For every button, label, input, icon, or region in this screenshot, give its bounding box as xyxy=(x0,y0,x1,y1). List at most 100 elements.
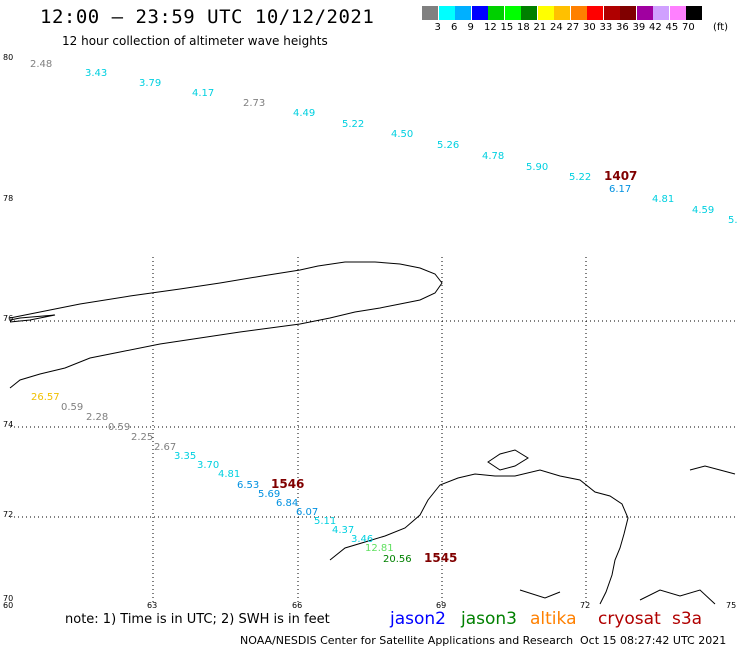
legend-swatch xyxy=(422,6,438,20)
satellite-altika: altika xyxy=(530,609,577,629)
coastline-islands xyxy=(487,449,529,471)
lat-label: 80 xyxy=(3,53,13,62)
track-time-label: 1546 xyxy=(271,477,304,491)
lon-label: 69 xyxy=(436,601,446,610)
wave-height-label: 5.26 xyxy=(437,140,459,151)
legend-label: 39 xyxy=(632,22,646,33)
coastline-gydan xyxy=(689,465,736,475)
legend-swatch xyxy=(653,6,669,20)
coastline xyxy=(9,261,736,605)
wave-height-label: 3.43 xyxy=(85,68,107,79)
satellite-cryosat: cryosat xyxy=(598,609,661,629)
legend-swatch xyxy=(455,6,471,20)
map-title: 12:00 – 23:59 UTC 10/12/2021 xyxy=(40,6,375,28)
wave-height-label: 5.22 xyxy=(569,172,591,183)
legend-swatch xyxy=(620,6,636,20)
legend-label: 3 xyxy=(434,22,441,33)
graticule xyxy=(10,257,735,605)
wave-height-label: 3.46 xyxy=(351,534,373,545)
wave-height-label: 3.35 xyxy=(174,451,196,462)
footer-timestamp: Oct 15 08:27:42 UTC 2021 xyxy=(580,634,727,647)
legend-label: 33 xyxy=(599,22,613,33)
legend-label: 24 xyxy=(550,22,563,33)
legend-label: 15 xyxy=(500,22,514,33)
track-time-label: 1545 xyxy=(424,551,457,565)
wave-height-label: 4.17 xyxy=(192,88,214,99)
map-subtitle: 12 hour collection of altimeter wave hei… xyxy=(62,34,328,48)
wave-height-label: 2.28 xyxy=(86,412,108,423)
note-text: note: 1) Time is in UTC; 2) SWH is in fe… xyxy=(65,612,330,627)
legend-swatch xyxy=(504,6,521,20)
legend-swatch xyxy=(537,6,554,20)
track-time-label: 1407 xyxy=(604,169,637,183)
legend-swatch xyxy=(488,6,504,20)
lon-label: 63 xyxy=(147,601,157,610)
lat-label: 76 xyxy=(3,314,13,323)
wave-height-label: 3.70 xyxy=(197,460,219,471)
wave-height-label: 2.73 xyxy=(243,98,265,109)
wave-height-label: 5.11 xyxy=(314,516,336,527)
legend-label: 42 xyxy=(649,22,662,33)
legend-swatch xyxy=(521,6,537,20)
wave-height-label: 5.22 xyxy=(342,119,364,130)
legend-swatch xyxy=(570,6,587,20)
coastline-novaya-zemlya-north xyxy=(9,261,443,389)
legend-label: 9 xyxy=(467,22,474,33)
legend-label: 27 xyxy=(566,22,580,33)
wave-height-label: 4.50 xyxy=(391,129,413,140)
wave-height-label: 4.59 xyxy=(692,205,714,216)
lat-label: 70 xyxy=(3,594,13,603)
wave-height-label: 6.07 xyxy=(296,507,318,518)
wave-height-label: 12.81 xyxy=(365,543,394,554)
legend-swatch xyxy=(603,6,620,20)
legend-swatch xyxy=(438,6,455,20)
legend-label: 18 xyxy=(517,22,530,33)
wave-height-label: 2.25 xyxy=(131,432,153,443)
wave-height-label: 2.67 xyxy=(154,442,176,453)
wave-height-labels: 2.48 3.43 3.79 4.17 2.73 4.49 5.22 4.50 5.26 4.78… xyxy=(30,59,738,565)
coastline-novaya-zemlya-south xyxy=(9,314,56,323)
lat-label: 78 xyxy=(3,194,13,203)
wave-height-label: 26.57 xyxy=(31,392,60,403)
wave-height-label: 6.17 xyxy=(609,184,631,195)
wave-height-label: 5.90 xyxy=(526,162,548,173)
legend-swatch xyxy=(669,6,686,20)
legend-label: 45 xyxy=(665,22,679,33)
legend-swatch xyxy=(587,6,603,20)
wave-height-label: 0.59 xyxy=(108,422,130,433)
wave-height-label: 6.84 xyxy=(276,498,298,509)
footer-credit: NOAA/NESDIS Center for Satellite Applica… xyxy=(240,634,574,647)
satellite-s3a: s3a xyxy=(672,609,703,629)
legend-label: 6 xyxy=(451,22,458,33)
wave-height-label: 20.56 xyxy=(383,554,412,565)
lon-label: 75 xyxy=(726,601,736,610)
lat-label: 72 xyxy=(3,510,13,519)
legend-swatch xyxy=(686,6,702,20)
map-frame xyxy=(1,56,740,605)
legend-label: 70 xyxy=(682,22,695,33)
legend-swatch xyxy=(636,6,653,20)
coastline-small-2 xyxy=(639,589,716,605)
lon-label: 72 xyxy=(580,601,590,610)
lon-label: 66 xyxy=(292,601,302,610)
satellite-jason3: jason3 xyxy=(461,609,517,629)
lat-label: 74 xyxy=(3,420,13,429)
wave-height-label: 3.79 xyxy=(139,78,161,89)
wave-height-label: 2.48 xyxy=(30,59,52,70)
satellite-jason2: jason2 xyxy=(390,609,446,629)
wave-height-label: 4.49 xyxy=(293,108,315,119)
legend-swatch xyxy=(471,6,488,20)
wave-height-label: 5. xyxy=(728,215,738,226)
wave-height-label: 6.53 xyxy=(237,480,259,491)
legend-swatch xyxy=(554,6,570,20)
wave-height-label: 4.81 xyxy=(652,194,674,205)
wave-height-label: 5.69 xyxy=(258,489,280,500)
wave-height-label: 4.78 xyxy=(482,151,504,162)
lon-label: 60 xyxy=(3,601,13,610)
legend-label: 21 xyxy=(533,22,547,33)
coastline-small-1 xyxy=(519,589,561,599)
wave-height-label: 4.37 xyxy=(332,525,354,536)
